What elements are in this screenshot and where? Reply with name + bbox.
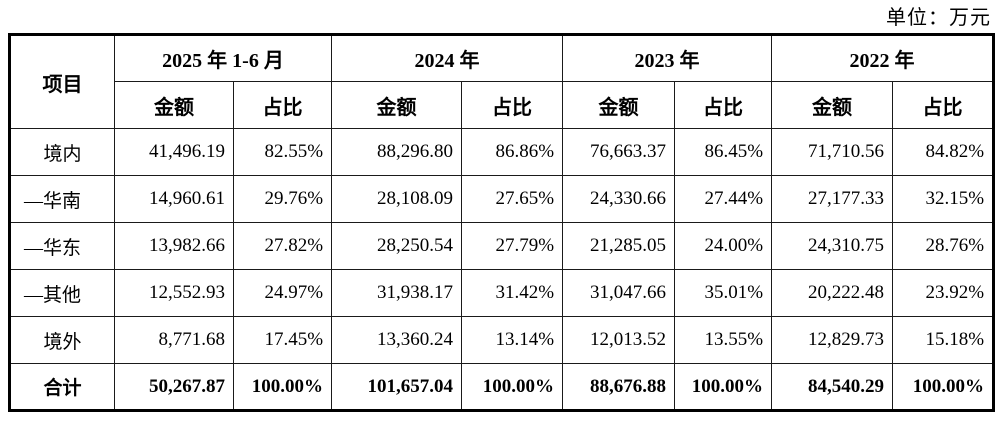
cell-percent: 84.82% — [892, 128, 995, 176]
cell-amount: 24,310.75 — [771, 222, 894, 270]
cell-percent: 27.79% — [461, 222, 564, 270]
cell-amount: 88,676.88 — [562, 363, 676, 411]
cell-amount: 31,047.66 — [562, 269, 676, 317]
cell-amount: 20,222.48 — [771, 269, 894, 317]
row-label: —其他 — [9, 269, 115, 317]
table-row-other: —其他 12,552.93 24.97% 31,938.17 31.42% 31… — [9, 269, 995, 317]
metric-header-ratio: 占比 — [232, 81, 333, 129]
cell-percent: 13.55% — [674, 316, 773, 364]
cell-percent: 27.44% — [674, 175, 773, 223]
period-header-2023: 2023 年 — [562, 34, 773, 82]
period-header-2025h1: 2025 年 1-6 月 — [113, 34, 333, 82]
row-label: 合计 — [9, 363, 115, 411]
unit-label: 单位：万元 — [886, 7, 991, 29]
cell-amount: 28,108.09 — [331, 175, 463, 223]
cell-percent: 100.00% — [674, 363, 773, 411]
cell-amount: 31,938.17 — [331, 269, 463, 317]
cell-amount: 13,982.66 — [114, 222, 234, 270]
cell-amount: 27,177.33 — [771, 175, 894, 223]
cell-percent: 100.00% — [232, 363, 333, 411]
cell-amount: 12,552.93 — [114, 269, 234, 317]
metric-header-amount: 金额 — [331, 81, 463, 129]
table-row-south-china: —华南 14,960.61 29.76% 28,108.09 27.65% 24… — [9, 175, 995, 223]
metric-header-ratio: 占比 — [674, 81, 773, 129]
metric-header-amount: 金额 — [114, 81, 234, 129]
cell-percent: 27.65% — [461, 175, 564, 223]
cell-amount: 84,540.29 — [771, 363, 894, 411]
cell-percent: 82.55% — [232, 128, 333, 176]
cell-percent: 24.97% — [232, 269, 333, 317]
cell-percent: 32.15% — [892, 175, 995, 223]
row-label: 境内 — [9, 128, 115, 176]
table-row-total: 合计 50,267.87 100.00% 101,657.04 100.00% … — [9, 363, 995, 411]
cell-percent: 31.42% — [461, 269, 564, 317]
cell-percent: 17.45% — [232, 316, 333, 364]
cell-amount: 101,657.04 — [331, 363, 463, 411]
period-header-2024: 2024 年 — [331, 34, 564, 82]
cell-percent: 100.00% — [892, 363, 995, 411]
table-row-overseas: 境外 8,771.68 17.45% 13,360.24 13.14% 12,0… — [9, 316, 995, 364]
cell-percent: 100.00% — [461, 363, 564, 411]
cell-amount: 41,496.19 — [114, 128, 234, 176]
cell-percent: 35.01% — [674, 269, 773, 317]
row-label: —华南 — [9, 175, 115, 223]
cell-percent: 86.45% — [674, 128, 773, 176]
table-row-east-china: —华东 13,982.66 27.82% 28,250.54 27.79% 21… — [9, 222, 995, 270]
period-header-2022: 2022 年 — [771, 34, 995, 82]
metric-header-ratio: 占比 — [892, 81, 995, 129]
table-row-domestic: 境内 41,496.19 82.55% 88,296.80 86.86% 76,… — [9, 128, 995, 176]
header-row-periods: 项目 2025 年 1-6 月 2024 年 2023 年 2022 年 — [9, 34, 995, 129]
cell-amount: 13,360.24 — [331, 316, 463, 364]
revenue-by-region-table: 项目 2025 年 1-6 月 2024 年 2023 年 2022 年 金额 … — [8, 33, 996, 412]
header-row-metrics: 金额 占比 金额 占比 金额 占比 金额 占比 — [10, 81, 995, 129]
cell-amount: 76,663.37 — [562, 128, 676, 176]
cell-percent: 15.18% — [892, 316, 995, 364]
corner-header: 项目 — [9, 34, 115, 129]
cell-percent: 28.76% — [892, 222, 995, 270]
cell-amount: 88,296.80 — [331, 128, 463, 176]
cell-percent: 27.82% — [232, 222, 333, 270]
cell-amount: 28,250.54 — [331, 222, 463, 270]
cell-amount: 12,013.52 — [562, 316, 676, 364]
row-label: 境外 — [9, 316, 115, 364]
cell-amount: 8,771.68 — [114, 316, 234, 364]
cell-percent: 13.14% — [461, 316, 564, 364]
cell-amount: 71,710.56 — [771, 128, 894, 176]
metric-header-amount: 金额 — [562, 81, 676, 129]
cell-amount: 50,267.87 — [114, 363, 234, 411]
cell-percent: 86.86% — [461, 128, 564, 176]
cell-percent: 29.76% — [232, 175, 333, 223]
cell-amount: 21,285.05 — [562, 222, 676, 270]
metric-header-amount: 金额 — [771, 81, 894, 129]
cell-amount: 12,829.73 — [771, 316, 894, 364]
row-label: —华东 — [9, 222, 115, 270]
cell-amount: 24,330.66 — [562, 175, 676, 223]
cell-amount: 14,960.61 — [114, 175, 234, 223]
metric-header-ratio: 占比 — [461, 81, 564, 129]
cell-percent: 23.92% — [892, 269, 995, 317]
cell-percent: 24.00% — [674, 222, 773, 270]
